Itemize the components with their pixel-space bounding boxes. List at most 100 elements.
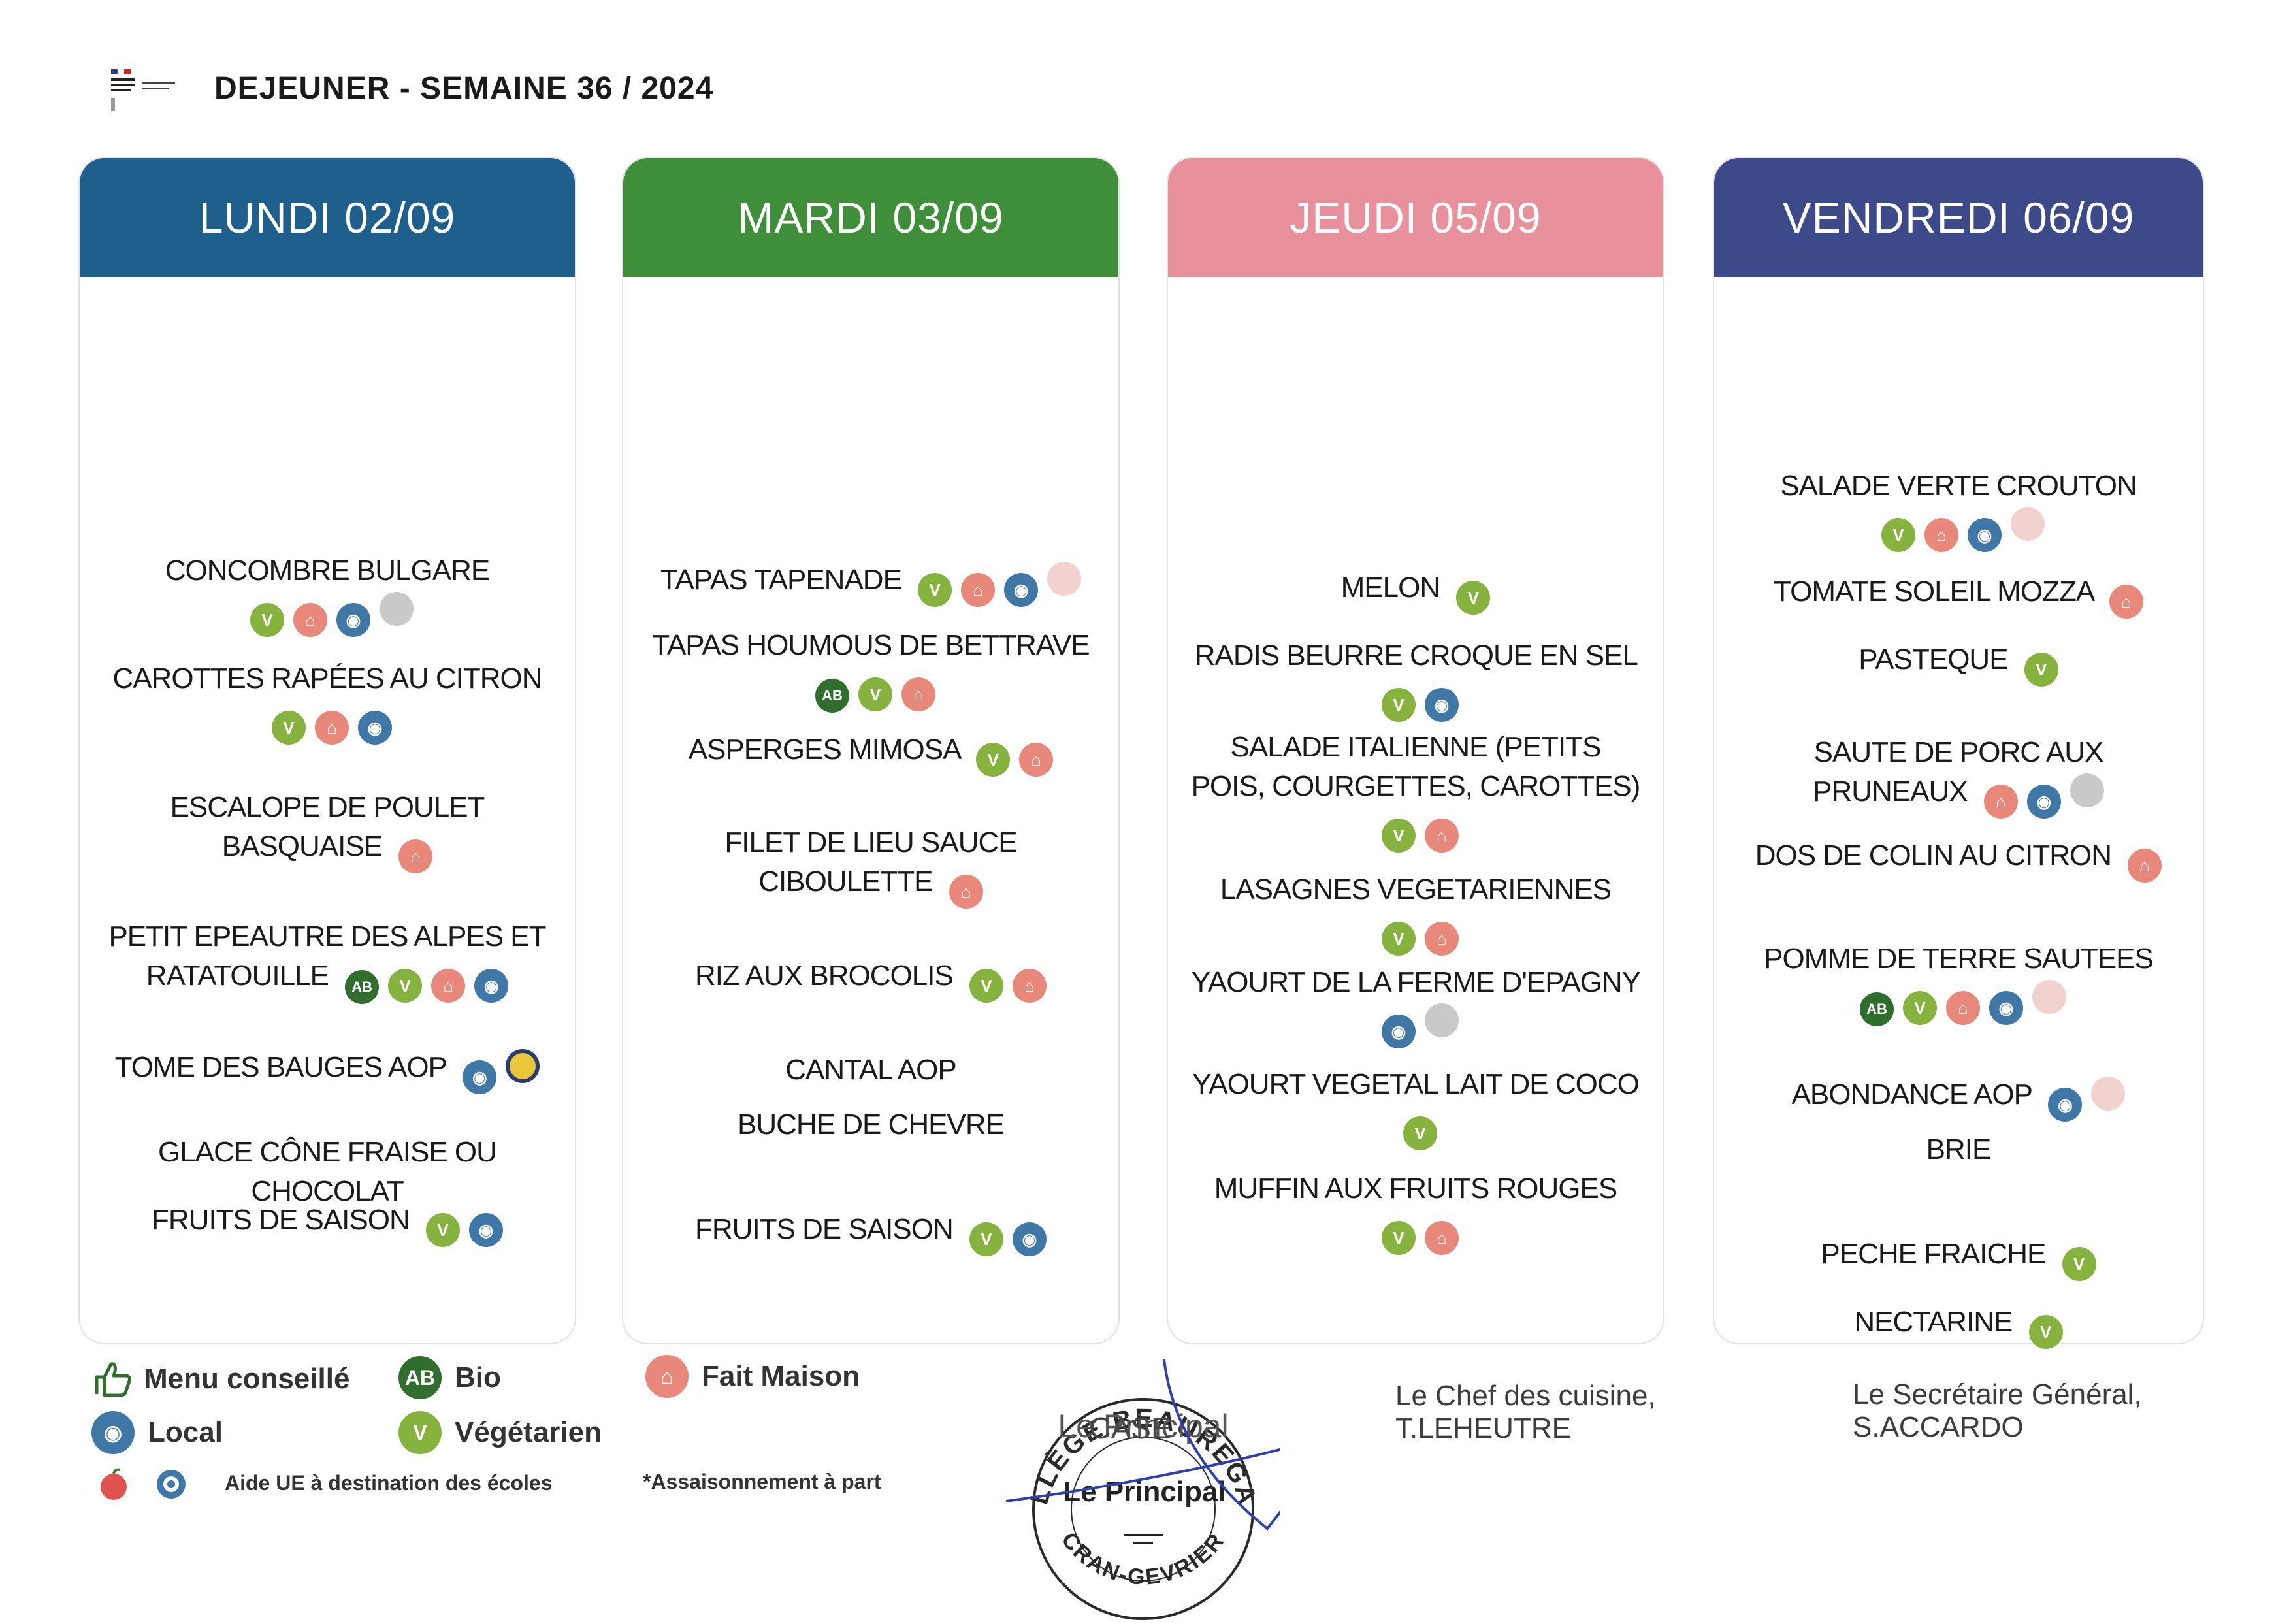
- dish-name: DOS DE COLIN AU CITRON: [1755, 839, 2112, 871]
- dish-item: CANTAL AOP: [623, 1050, 1118, 1090]
- fait-maison-icon: ⌂: [1924, 518, 1958, 552]
- dish-item: ASPERGES MIMOSA V ⌂: [623, 730, 1118, 777]
- dish-item: SALADE ITALIENNE (PETITS POIS, COURGETTE…: [1168, 728, 1663, 853]
- vegetarien-icon: V: [2024, 653, 2058, 687]
- fait-maison-icon: ⌂: [949, 875, 983, 909]
- local-icon: ◉: [1968, 518, 2002, 552]
- principal-stamp: COLLÈGE BEAUREGARD CRAN-GEVRIER Le Princ…: [1006, 1359, 1280, 1620]
- dish-icons: AB V ⌂: [806, 668, 935, 713]
- dish-name: YAOURT VEGETAL LAIT DE COCO: [1192, 1068, 1640, 1100]
- dish-name: MUFFIN AUX FRUITS ROUGES: [1214, 1173, 1617, 1205]
- dish-name: ABONDANCE AOP: [1791, 1079, 2033, 1111]
- dish-icons: V: [1447, 572, 1491, 615]
- local-icon: ◉: [2048, 1088, 2083, 1122]
- dish-name: ESCALOPE DE POULET BASQUAISE: [170, 791, 485, 862]
- dish-icons: AB V ⌂ ◉: [336, 960, 509, 1004]
- vegetarien-icon: V: [1382, 819, 1416, 853]
- dish-item: POMME DE TERRE SAUTEES AB V ⌂ ◉: [1714, 939, 2203, 1026]
- fait-maison-icon: ⌂: [2128, 849, 2162, 883]
- dish-icons: V: [1394, 1107, 1437, 1150]
- thumbs-up-icon: [95, 1362, 131, 1397]
- eu-milk-icon: [157, 1470, 186, 1499]
- stamp-bottom-text: CRAN-GEVRIER: [1056, 1528, 1227, 1590]
- local-icon: ◉: [463, 1060, 497, 1094]
- dish-name: MELON: [1340, 572, 1440, 604]
- day-title: MARDI 03/09: [738, 193, 1004, 242]
- bio-icon: AB: [345, 970, 380, 1004]
- dish-item: MELON V: [1168, 568, 1663, 615]
- bio-icon: AB: [1860, 992, 1894, 1026]
- local-icon: ◉: [336, 603, 370, 637]
- legend-menu-conseille: Menu conseillé: [91, 1357, 349, 1401]
- chef-title: Le Chef des cuisine,: [1395, 1380, 1656, 1412]
- dish-item: ABONDANCE AOP ◉: [1714, 1075, 2203, 1122]
- vegetarien-icon: V: [2062, 1247, 2096, 1281]
- vegetarien-icon: V: [858, 677, 892, 711]
- dish-item: DOS DE COLIN AU CITRON ⌂: [1714, 836, 2203, 883]
- dish-icons: V: [2020, 1306, 2063, 1349]
- dish-item: YAOURT VEGETAL LAIT DE COCO V: [1168, 1065, 1663, 1150]
- vegetarien-icon: V: [250, 603, 284, 637]
- aide-ue-icon: [2091, 1077, 2126, 1111]
- dish-item: GLACE CÔNE FRAISE OU CHOCOLAT: [80, 1133, 575, 1211]
- local-icon: ◉: [1004, 573, 1039, 607]
- vegetarien-icon: V: [976, 743, 1011, 777]
- legend-vegetarien: V Végétarien: [398, 1411, 602, 1454]
- fait-maison-icon: ⌂: [645, 1355, 689, 1398]
- dish-name: FRUITS DE SAISON: [152, 1204, 410, 1236]
- dish-item: LASAGNES VEGETARIENNES V ⌂: [1168, 870, 1663, 956]
- dish-item: SALADE VERTE CROUTON V ⌂ ◉: [1714, 466, 2203, 552]
- dish-icons: V ⌂ ◉: [909, 562, 1082, 607]
- day-card-vendredi: VENDREDI 06/09 SALADE VERTE CROUTON V ⌂ ◉ …: [1713, 157, 2204, 1349]
- dish-icons: ◉: [453, 1049, 540, 1094]
- day-header-lundi: LUNDI 02/09: [80, 158, 575, 277]
- vegetarien-icon: V: [1382, 922, 1416, 956]
- page-title: DEJEUNER - SEMAINE 36 / 2024: [214, 71, 714, 106]
- aide-ue-icon: [2011, 507, 2045, 541]
- fait-maison-icon: ⌂: [1425, 819, 1459, 853]
- legend-label: Menu conseillé: [144, 1363, 350, 1395]
- dish-item: PASTEQUE V: [1714, 640, 2203, 687]
- day-header-mardi: MARDI 03/09: [623, 158, 1118, 277]
- dish-name: ASPERGES MIMOSA: [688, 734, 960, 766]
- dish-icons: V: [2015, 643, 2058, 687]
- fait-maison-icon: ⌂: [398, 839, 433, 873]
- stamp-name: CASE: [1089, 1411, 1171, 1445]
- signature-chef: Le Chef des cuisine, T.LEHEUTRE: [1395, 1380, 1656, 1445]
- dish-item: CONCOMBRE BULGARE V ⌂ ◉: [80, 551, 575, 637]
- dish-icons: AB V ⌂ ◉: [1851, 980, 2066, 1026]
- dish-icons: V: [2053, 1238, 2096, 1281]
- dish-item: YAOURT DE LA FERME D'EPAGNY ◉: [1168, 963, 1663, 1048]
- dish-icons: ⌂: [389, 830, 433, 873]
- dish-item: TAPAS HOUMOUS DE BETTRAVE AB V ⌂: [623, 626, 1118, 713]
- dish-name: RIZ AUX BROCOLIS: [695, 960, 954, 992]
- vegetarien-icon: V: [1903, 991, 1937, 1025]
- menu-list: CONCOMBRE BULGARE V ⌂ ◉ CAROTTES RAPÉES AU…: [80, 277, 575, 1344]
- local-icon: ◉: [1989, 991, 2023, 1025]
- dish-item: TOMATE SOLEIL MOZZA ⌂: [1714, 572, 2203, 619]
- fait-maison-icon: ⌂: [901, 677, 935, 711]
- fait-maison-icon: ⌂: [1946, 991, 1980, 1025]
- fait-maison-icon: ⌂: [1013, 969, 1047, 1003]
- dish-name: TOMATE SOLEIL MOZZA: [1774, 576, 2094, 608]
- svg-text:CRAN-GEVRIER: CRAN-GEVRIER: [1056, 1528, 1229, 1590]
- aide-ue-icon: [1425, 1003, 1459, 1037]
- dish-name: FRUITS DE SAISON: [695, 1213, 954, 1245]
- dish-item: TOME DES BAUGES AOP ◉: [80, 1048, 575, 1094]
- dish-name: PETIT EPEAUTRE DES ALPES ET RATATOUILLE: [108, 920, 546, 992]
- dish-name: GLACE CÔNE FRAISE OU CHOCOLAT: [158, 1136, 497, 1207]
- dish-item: MUFFIN AUX FRUITS ROUGES V ⌂: [1168, 1169, 1663, 1255]
- dish-icons: V ⌂: [960, 960, 1047, 1003]
- vegetarien-icon: V: [918, 573, 952, 607]
- dish-name: FILET DE LIEU SAUCE CIBOULETTE: [724, 826, 1017, 898]
- stamp-overlay-text: Le Principal: [1058, 1408, 1228, 1444]
- legend-label: Local: [148, 1416, 223, 1448]
- dish-icons: V ⌂: [1372, 1212, 1459, 1255]
- dish-name: CANTAL AOP: [785, 1054, 956, 1086]
- legend-assaisonnement: *Assaisonnement à part: [643, 1470, 881, 1493]
- local-icon: ◉: [358, 711, 392, 745]
- secretaire-title: Le Secrétaire Général,: [1853, 1378, 2142, 1410]
- aide-ue-icon: [380, 592, 414, 626]
- dish-name: BUCHE DE CHEVRE: [738, 1109, 1005, 1141]
- dish-name: SALADE ITALIENNE (PETITS POIS, COURGETTE…: [1191, 731, 1641, 802]
